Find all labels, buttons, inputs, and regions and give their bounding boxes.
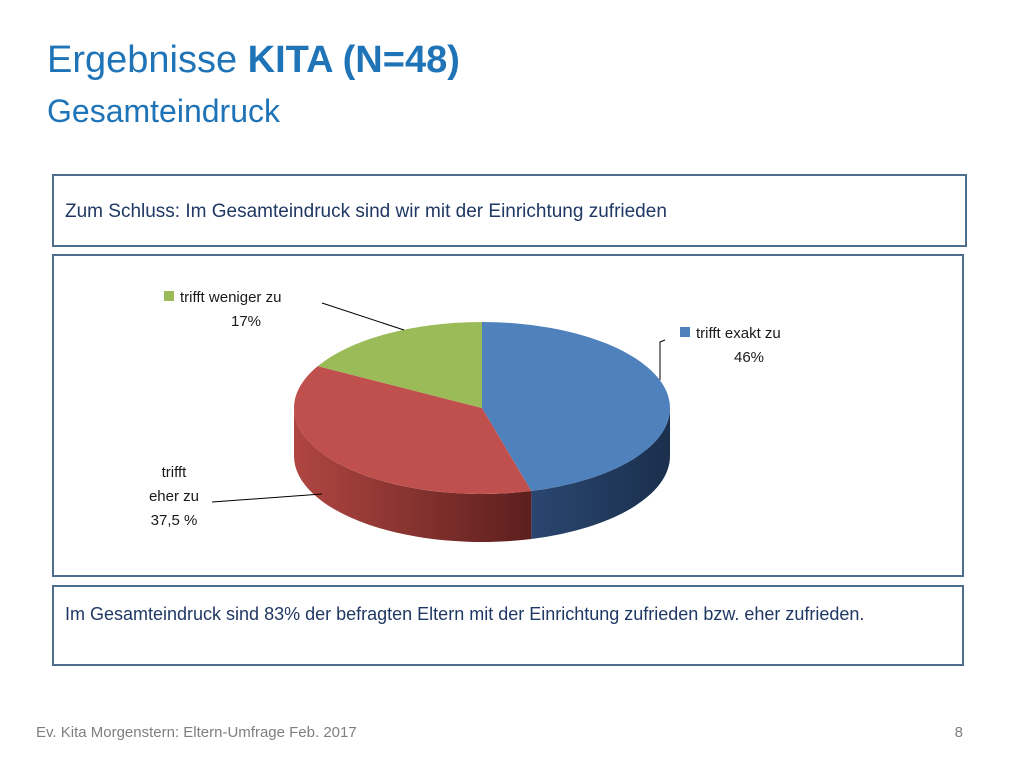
legend-marker-trifft-exakt-zu bbox=[680, 327, 690, 337]
pie-slice-trifft-exakt-zu bbox=[482, 322, 670, 491]
summary-box: Im Gesamteindruck sind 83% der befragten… bbox=[52, 585, 964, 666]
data-label-trifft-eher-zu-w1: eher zu bbox=[149, 488, 199, 505]
title-prefix: Ergebnisse bbox=[47, 39, 248, 81]
leader-line-trifft-eher-zu bbox=[211, 493, 323, 503]
pie-slice-trifft-eher-zu bbox=[293, 366, 532, 494]
question-text: Zum Schluss: Im Gesamteindruck sind wir … bbox=[65, 201, 667, 222]
pie-chart: trifft exakt zu 46% trifft eher zu 37,5 % tri… bbox=[149, 289, 781, 542]
page-title: Ergebnisse KITA (N=48) bbox=[47, 39, 460, 82]
chart-box: trifft exakt zu 46% trifft eher zu 37,5 % tri… bbox=[52, 254, 964, 577]
leader-line-trifft-weniger-zu bbox=[321, 302, 405, 331]
data-label-trifft-exakt-zu-label: trifft exakt zu bbox=[696, 325, 781, 342]
page-subtitle: Gesamteindruck bbox=[47, 93, 280, 129]
data-label-trifft-eher-zu-value: 37,5 % bbox=[151, 512, 198, 529]
summary-text: Im Gesamteindruck sind 83% der befragten… bbox=[65, 604, 865, 624]
question-box: Zum Schluss: Im Gesamteindruck sind wir … bbox=[52, 174, 967, 247]
page-number: 8 bbox=[954, 724, 963, 741]
footer-source: Ev. Kita Morgenstern: Eltern-Umfrage Feb… bbox=[36, 724, 357, 741]
data-label-trifft-exakt-zu-value: 46% bbox=[734, 349, 764, 366]
legend-marker-trifft-weniger-zu bbox=[164, 291, 174, 301]
data-label-trifft-eher-zu-w0: trifft bbox=[162, 464, 188, 481]
pie-slice-trifft-weniger-zu bbox=[317, 322, 482, 408]
data-label-trifft-weniger-zu-label: trifft weniger zu bbox=[180, 289, 281, 306]
leader-line-trifft-exakt-zu bbox=[659, 339, 666, 380]
pie-side-trifft-eher-zu bbox=[294, 408, 532, 542]
title-bold: KITA (N=48) bbox=[247, 39, 460, 81]
data-label-trifft-weniger-zu-value: 17% bbox=[231, 313, 261, 330]
pie-side-trifft-exakt-zu bbox=[531, 408, 670, 539]
